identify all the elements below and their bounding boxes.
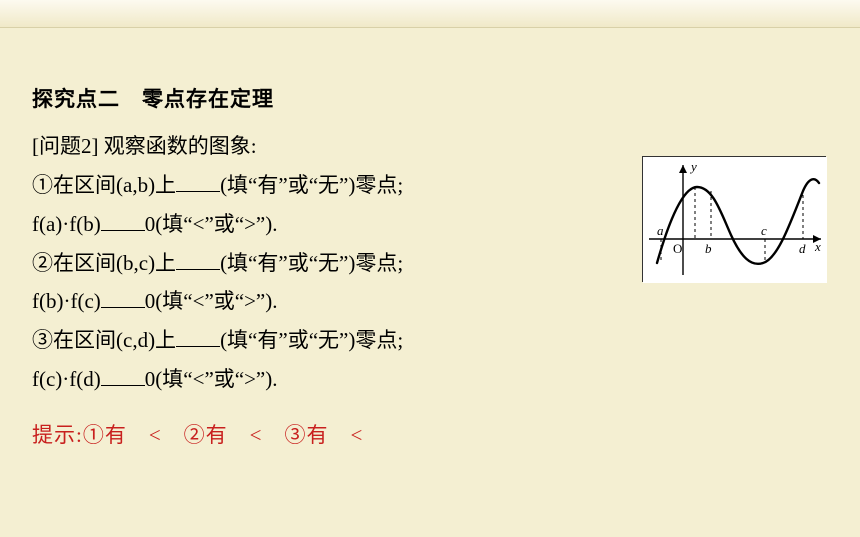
svg-text:b: b [705, 241, 712, 256]
text: 0(填“<”或“>”). [145, 289, 278, 313]
text: ③在区间(c,d)上 [32, 328, 176, 352]
text: 0(填“<”或“>”). [145, 212, 278, 236]
line-4: f(b)·f(c) 0(填“<”或“>”). [32, 282, 828, 321]
text: ①在区间(a,b)上 [32, 173, 176, 197]
line-5: ③在区间(c,d)上 (填“有”或“无”)零点; [32, 321, 828, 360]
svg-text:y: y [689, 159, 697, 174]
svg-text:c: c [761, 223, 767, 238]
text: f(a)·f(b) [32, 212, 101, 236]
text: 0(填“<”或“>”). [145, 367, 278, 391]
text: (填“有”或“无”)零点; [220, 328, 403, 352]
text: (填“有”或“无”)零点; [220, 173, 403, 197]
svg-text:x: x [814, 239, 821, 254]
top-gradient-bar [0, 0, 860, 28]
section-heading: 探究点二 零点存在定理 [32, 83, 828, 113]
graph-svg: y x Oa b c d [643, 157, 827, 283]
text: f(c)·f(d) [32, 367, 101, 391]
function-graph: y x Oa b c d [642, 156, 826, 282]
text: f(b)·f(c) [32, 289, 101, 313]
blank-5 [176, 326, 220, 347]
blank-6 [101, 365, 145, 386]
text: ②在区间(b,c)上 [32, 251, 176, 275]
slide-content: 探究点二 零点存在定理 [问题2] 观察函数的图象: ①在区间(a,b)上(填“… [0, 28, 860, 469]
svg-text:a: a [657, 223, 664, 238]
blank-2 [101, 210, 145, 231]
hint-line: 提示:①有 < ②有 < ③有 < [32, 419, 828, 449]
line-6: f(c)·f(d) 0(填“<”或“>”). [32, 360, 828, 399]
blank-3 [176, 249, 220, 270]
blank-1 [176, 171, 220, 192]
svg-text:d: d [799, 241, 806, 256]
text: (填“有”或“无”)零点; [220, 251, 403, 275]
svg-text:O: O [673, 241, 682, 256]
blank-4 [101, 287, 145, 308]
